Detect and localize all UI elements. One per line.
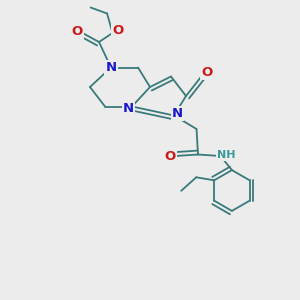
Text: O: O	[112, 24, 124, 37]
Text: O: O	[201, 65, 213, 79]
Text: N: N	[172, 106, 183, 120]
Text: O: O	[71, 25, 83, 38]
Text: N: N	[123, 102, 134, 116]
Text: O: O	[164, 149, 176, 163]
Text: N: N	[105, 61, 117, 74]
Text: NH: NH	[217, 150, 236, 160]
